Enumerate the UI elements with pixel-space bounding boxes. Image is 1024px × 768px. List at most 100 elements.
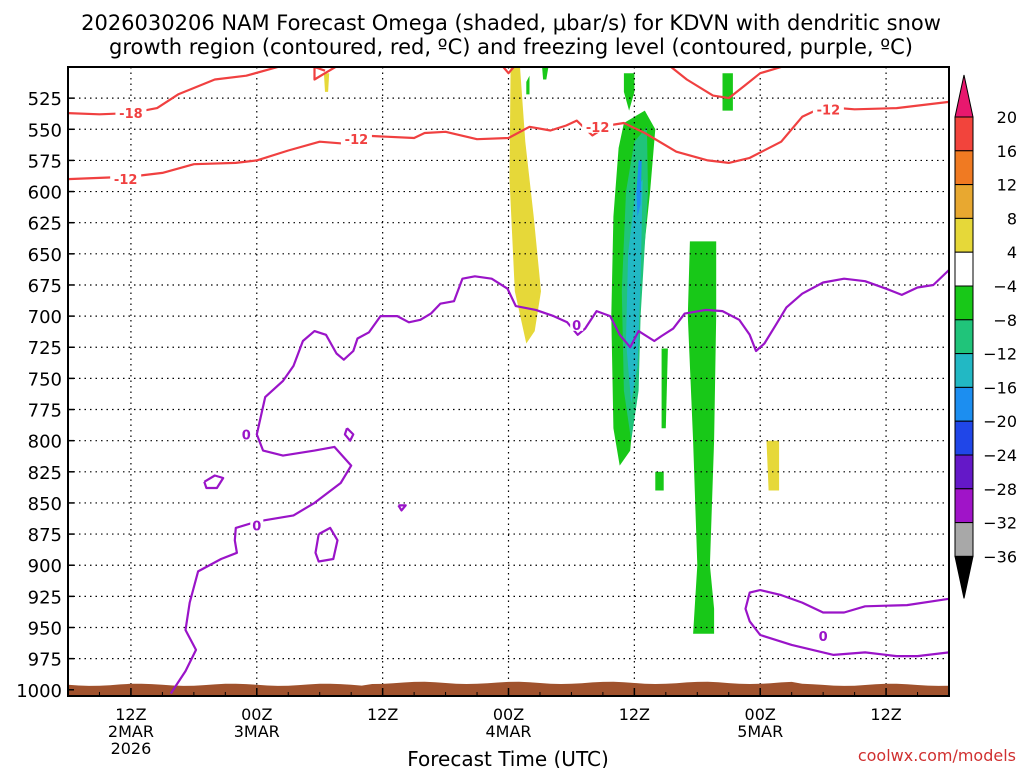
x-tick-label-66-0: 00Z [745, 705, 776, 724]
dgz-label-2-bg [110, 171, 142, 186]
colorbar-bin-11 [954, 454, 974, 490]
y-tick-label-825: 825 [28, 463, 62, 484]
y-tick-label-775: 775 [28, 401, 62, 422]
omega-region-ascent-green-dot [542, 67, 549, 80]
omega-region-subsidence-yellow [509, 67, 541, 344]
contour-labels: -18 -12 -12 -12 -12 0 0 0 0 [110, 101, 844, 645]
y-tick-label-675: 675 [28, 276, 62, 297]
colorbar-label-6: −8 [993, 311, 1017, 330]
freezing-label-0: 0 [572, 319, 581, 334]
colorbar-top-arrow [954, 74, 974, 118]
colorbar-label-1: 16 [997, 142, 1017, 161]
colorbar-bin-13 [954, 522, 974, 557]
x-tick-label-30-0: 12Z [367, 705, 398, 724]
freezing-level-contours [169, 269, 949, 695]
omega-region-ascent-green-blob [655, 471, 664, 491]
x-tick-label-66-1: 5MAR [737, 722, 783, 741]
freezing-label-2-bg [239, 426, 253, 441]
colorbar-label-5: −4 [993, 277, 1017, 296]
colorbar-bin-6 [954, 285, 974, 321]
omega-shading [323, 67, 780, 634]
omega-region-ascent-green-thin [526, 75, 530, 95]
dgz-contour-6 [502, 67, 515, 75]
omega-region-subsidence-yellow-tip [323, 73, 330, 92]
colorbar-label-10: −24 [983, 446, 1017, 465]
dgz-contour-4 [313, 67, 336, 81]
colorbar-label-11: −28 [983, 480, 1017, 499]
y-tick-label-850: 850 [28, 494, 62, 515]
colorbar-bin-10 [954, 420, 974, 456]
dgz-contour-5 [670, 67, 782, 100]
chart-title-line-1: 2026030206 NAM Forecast Omega (shaded, μ… [81, 11, 941, 35]
y-tick-label-650: 650 [28, 245, 62, 266]
dgz-contour-1 [68, 100, 949, 181]
y-tick-label-900: 900 [28, 556, 62, 577]
colorbar-label-0: 20 [997, 108, 1017, 127]
y-tick-label-625: 625 [28, 214, 62, 235]
freezing-label-0-bg [570, 316, 584, 331]
dgz-label-0: -18 [119, 107, 143, 122]
x-tick-label-6-0: 12Z [115, 705, 146, 724]
colorbar-bin-9 [954, 386, 974, 422]
y-tick-label-750: 750 [28, 369, 62, 390]
colorbar-bin-2 [954, 150, 974, 186]
colorbar: 20 16 12 8 4 −4 −8 −12 −16 −20 −24 −28 −32 −36 [954, 74, 1017, 599]
omega-region-subsidence-yellow-small [766, 440, 780, 491]
dgz-label-2: -12 [114, 173, 138, 188]
y-tick-label-950: 950 [28, 618, 62, 639]
y-tick-label-725: 725 [28, 338, 62, 359]
freezing-label-3-bg [250, 517, 264, 532]
colorbar-label-12: −32 [983, 514, 1017, 533]
chart-title-line-2: growth region (contoured, red, ºC) and f… [109, 35, 913, 59]
freezing-contour-7 [397, 504, 407, 512]
colorbar-bin-7 [954, 319, 974, 355]
colorbar-bottom-arrow [954, 555, 974, 599]
x-tick-label-42-1: 4MAR [485, 722, 531, 741]
x-tick-label-54-0: 12Z [619, 705, 650, 724]
colorbar-label-9: −20 [983, 412, 1017, 431]
y-tick-label-800: 800 [28, 432, 62, 453]
freezing-contour-6 [343, 427, 355, 442]
dgz-label-0-bg [115, 105, 147, 120]
dgz-label-4: -12 [586, 121, 610, 136]
omega-region-ascent-green-small [661, 348, 668, 429]
x-tick-label-18-0: 00Z [241, 705, 272, 724]
y-tick-label-550: 550 [28, 120, 62, 141]
y-tick-label-575: 575 [28, 151, 62, 172]
y-axis: 525 550 575 600 625 650 675 700 725 750 775 800 825 8… [16, 89, 74, 702]
freezing-label-1: 0 [819, 630, 828, 645]
colorbar-label-13: −36 [983, 547, 1017, 566]
colorbar-bin-3 [954, 184, 974, 219]
omega-region-ascent-green-right [687, 241, 717, 634]
colorbar-bin-12 [954, 488, 974, 524]
dgz-label-1: -12 [345, 133, 369, 148]
x-tick-label-6-1: 2MAR [108, 722, 154, 741]
credit-text: coolwx.com/models [858, 746, 1016, 765]
freezing-contour-4 [203, 474, 225, 490]
freezing-contour-0 [169, 269, 949, 695]
x-axis-label: Forecast Time (UTC) [407, 747, 609, 768]
colorbar-bin-4 [954, 217, 974, 253]
colorbar-label-7: −12 [983, 345, 1017, 364]
dgz-label-3-bg [812, 101, 844, 116]
colorbar-bin-5 [954, 251, 974, 287]
y-tick-label-1000: 1000 [16, 681, 62, 702]
dgz-contour-0 [68, 67, 279, 116]
y-tick-label-975: 975 [28, 650, 62, 671]
dendritic-growth-contours [68, 67, 949, 181]
x-tick-label-42-0: 00Z [493, 705, 524, 724]
omega-region-ascent-green-top [623, 73, 635, 111]
omega-region-ascent-blue [636, 160, 642, 217]
colorbar-label-4: 4 [1007, 243, 1017, 262]
y-tick-label-925: 925 [28, 587, 62, 608]
y-tick-label-700: 700 [28, 307, 62, 328]
dgz-label-4-bg [582, 118, 614, 133]
colorbar-label-2: 12 [997, 176, 1017, 195]
colorbar-bin-8 [954, 353, 974, 388]
freezing-contour-1 [744, 588, 949, 658]
omega-region-ascent-green-col [722, 73, 733, 111]
freezing-label-3: 0 [252, 519, 261, 534]
y-tick-label-875: 875 [28, 525, 62, 546]
